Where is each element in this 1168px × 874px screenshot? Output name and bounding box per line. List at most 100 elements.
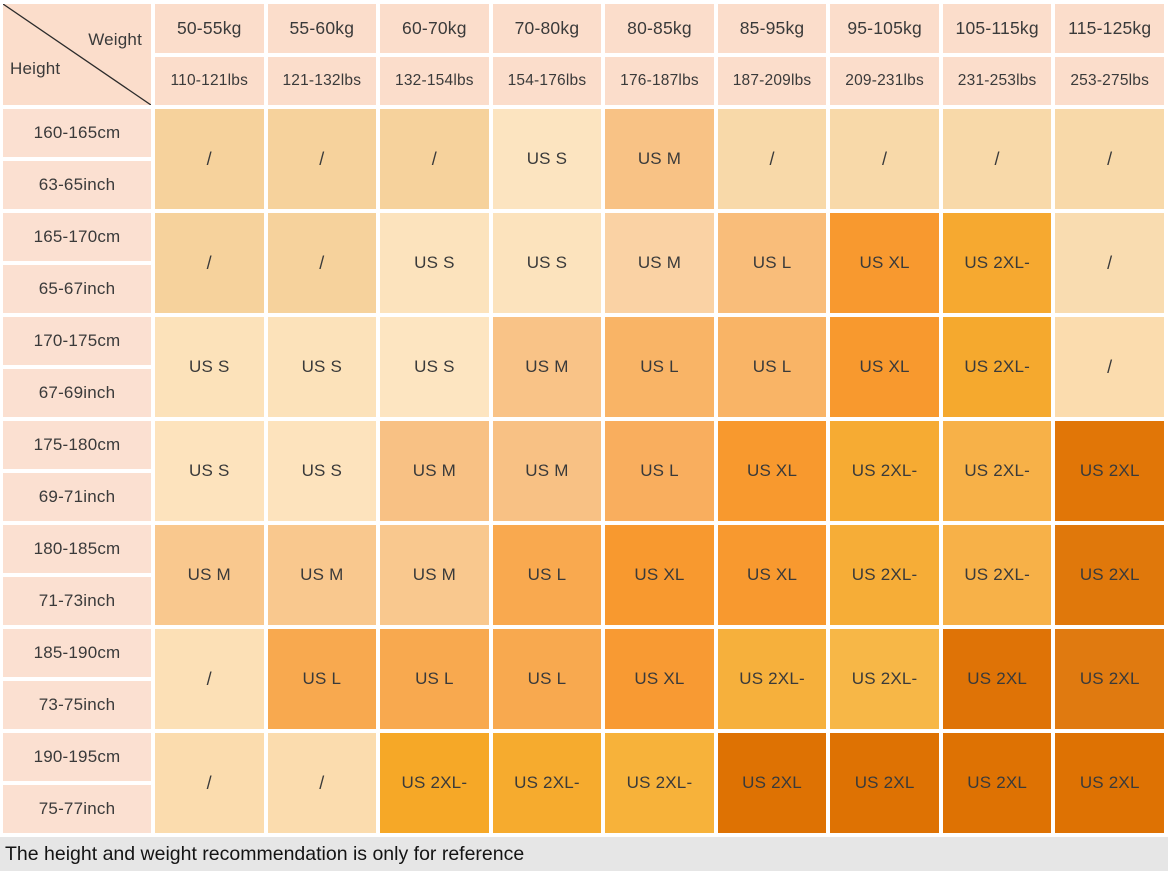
diagonal-divider-line xyxy=(3,4,151,105)
height-label-cm: 170-175cm xyxy=(3,317,151,365)
height-label-inch: 69-71inch xyxy=(3,473,151,521)
size-cell: US S xyxy=(492,109,602,209)
size-cell: US M xyxy=(492,421,602,521)
size-cell: US 2XL xyxy=(1055,629,1164,729)
size-cell: / xyxy=(1055,317,1164,417)
reference-note-bar: The height and weight recommendation is … xyxy=(0,837,1168,871)
size-cell: US M xyxy=(155,525,264,625)
weight-axis-label: Weight xyxy=(88,30,142,49)
weight-header-kg: 115-125kg xyxy=(1055,4,1164,53)
size-cell: / xyxy=(942,109,1052,209)
corner-header-cell: Weight Height xyxy=(3,4,151,105)
size-cell: US XL xyxy=(605,629,714,729)
size-cell: US 2XL xyxy=(942,733,1052,833)
size-cell: / xyxy=(717,109,827,209)
weight-header-lbs: 253-275lbs xyxy=(1055,57,1164,105)
height-label-cm: 180-185cm xyxy=(3,525,151,573)
height-axis-label: Height xyxy=(10,59,61,78)
weight-header-lbs: 176-187lbs xyxy=(605,57,714,105)
size-cell: US S xyxy=(267,317,377,417)
weight-header-lbs: 209-231lbs xyxy=(830,57,939,105)
height-label-cm: 185-190cm xyxy=(3,629,151,677)
size-cell: / xyxy=(155,733,264,833)
size-cell: US S xyxy=(380,213,489,313)
size-cell: US M xyxy=(380,421,489,521)
size-cell: US 2XL- xyxy=(830,629,939,729)
size-cell: US S xyxy=(267,421,377,521)
reference-note-text: The height and weight recommendation is … xyxy=(5,842,525,865)
height-label-inch: 63-65inch xyxy=(3,161,151,209)
size-cell: US M xyxy=(605,213,714,313)
size-cell: US XL xyxy=(830,317,939,417)
height-label-cm: 190-195cm xyxy=(3,733,151,781)
size-cell: US S xyxy=(492,213,602,313)
size-cell: / xyxy=(155,629,264,729)
size-cell: US 2XL- xyxy=(830,421,939,521)
weight-header-kg: 70-80kg xyxy=(492,4,602,53)
weight-header-kg: 95-105kg xyxy=(830,4,939,53)
size-cell: / xyxy=(267,213,377,313)
size-cell: US 2XL- xyxy=(492,733,602,833)
size-cell: US 2XL- xyxy=(605,733,714,833)
height-label-inch: 73-75inch xyxy=(3,681,151,729)
weight-header-lbs: 187-209lbs xyxy=(717,57,827,105)
size-cell: US 2XL- xyxy=(942,213,1052,313)
size-cell: US L xyxy=(380,629,489,729)
size-cell: US 2XL xyxy=(1055,525,1164,625)
weight-header-lbs: 231-253lbs xyxy=(942,57,1052,105)
size-cell: / xyxy=(155,109,264,209)
size-cell: US L xyxy=(605,317,714,417)
size-cell: US 2XL- xyxy=(717,629,827,729)
height-label-inch: 71-73inch xyxy=(3,577,151,625)
size-cell: / xyxy=(155,213,264,313)
size-cell: US M xyxy=(605,109,714,209)
size-cell: US L xyxy=(492,525,602,625)
size-cell: US S xyxy=(155,317,264,417)
height-label-inch: 67-69inch xyxy=(3,369,151,417)
size-cell: US 2XL xyxy=(1055,733,1164,833)
weight-header-lbs: 154-176lbs xyxy=(492,57,602,105)
size-cell: US 2XL xyxy=(717,733,827,833)
size-cell: / xyxy=(267,733,377,833)
size-cell: US 2XL- xyxy=(380,733,489,833)
size-cell: / xyxy=(267,109,377,209)
size-cell: US XL xyxy=(717,421,827,521)
size-cell: / xyxy=(380,109,489,209)
size-cell: US 2XL- xyxy=(942,421,1052,521)
size-cell: US S xyxy=(380,317,489,417)
height-label-cm: 165-170cm xyxy=(3,213,151,261)
size-cell: US 2XL- xyxy=(942,317,1052,417)
size-cell: / xyxy=(830,109,939,209)
size-cell: US XL xyxy=(830,213,939,313)
size-cell: US 2XL xyxy=(1055,421,1164,521)
size-cell: US L xyxy=(492,629,602,729)
size-cell: US L xyxy=(717,213,827,313)
weight-header-kg: 55-60kg xyxy=(267,4,377,53)
size-cell: US XL xyxy=(605,525,714,625)
size-cell: US S xyxy=(155,421,264,521)
weight-header-lbs: 132-154lbs xyxy=(380,57,489,105)
size-cell: US L xyxy=(717,317,827,417)
size-cell: US 2XL xyxy=(942,629,1052,729)
weight-header-lbs: 121-132lbs xyxy=(267,57,377,105)
size-cell: US L xyxy=(605,421,714,521)
height-label-inch: 75-77inch xyxy=(3,785,151,833)
weight-header-kg: 60-70kg xyxy=(380,4,489,53)
height-label-cm: 160-165cm xyxy=(3,109,151,157)
weight-header-lbs: 110-121lbs xyxy=(155,57,264,105)
size-cell: US 2XL- xyxy=(830,525,939,625)
height-label-inch: 65-67inch xyxy=(3,265,151,313)
weight-header-kg: 85-95kg xyxy=(717,4,827,53)
size-cell: US M xyxy=(267,525,377,625)
size-cell: / xyxy=(1055,109,1164,209)
size-cell: US L xyxy=(267,629,377,729)
size-chart-table: Weight Height 50-55kg 55-60kg 60-70kg 70-80… xyxy=(3,4,1164,833)
size-cell: US XL xyxy=(717,525,827,625)
size-cell: US 2XL- xyxy=(942,525,1052,625)
size-cell: US M xyxy=(492,317,602,417)
size-cell: / xyxy=(1055,213,1164,313)
height-label-cm: 175-180cm xyxy=(3,421,151,469)
weight-header-kg: 80-85kg xyxy=(605,4,714,53)
weight-header-kg: 50-55kg xyxy=(155,4,264,53)
size-cell: US M xyxy=(380,525,489,625)
